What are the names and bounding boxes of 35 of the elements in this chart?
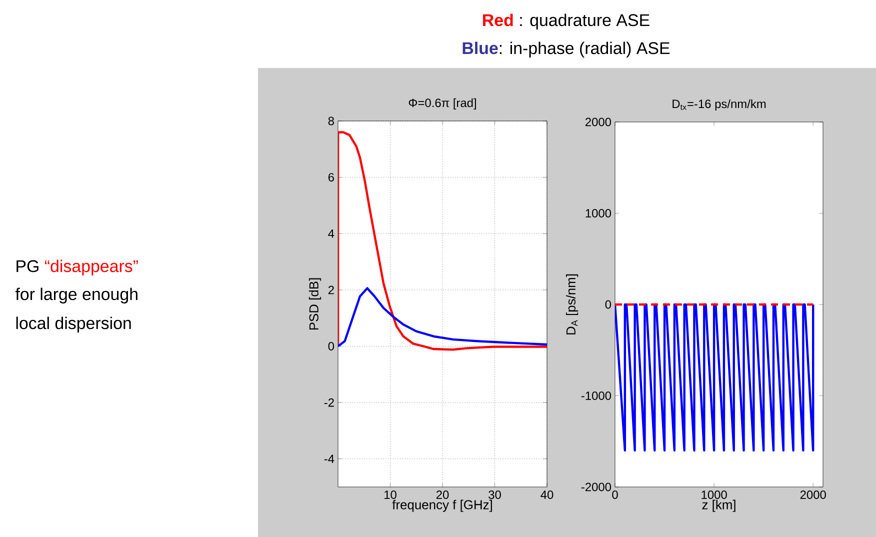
- text: PG: [16, 260, 38, 272]
- x-tick-label: 1000: [702, 490, 727, 499]
- y-tick-label: 0: [328, 342, 334, 350]
- x-axis-title: z [km]: [702, 500, 736, 512]
- y-tick-label: -2000: [581, 482, 612, 492]
- text: for large enough: [15, 288, 138, 304]
- text: Blue: [462, 42, 498, 54]
- y-axis-title: PSD [dB]: [308, 278, 322, 330]
- line-series: [338, 131, 548, 351]
- y-axis-title: D$_{A}$ [ps/nm]: [566, 274, 578, 334]
- chart-title: D$_{tx}$=-16 ps/nm/km: [672, 99, 766, 110]
- y-tick-label: 4: [328, 229, 334, 238]
- text: local dispersion: [16, 316, 131, 332]
- y-tick-label: -1000: [581, 392, 612, 400]
- x-tick-label: 40: [540, 490, 554, 499]
- text: Red: [483, 14, 513, 26]
- y-tick-label: -2: [324, 398, 334, 407]
- text: : quadrature ASE: [520, 14, 650, 30]
- y-tick-label: 6: [328, 173, 334, 182]
- line-series: [338, 287, 548, 348]
- y-tick-label: 0: [605, 300, 612, 309]
- chart-title: Φ=0.6π [rad]: [408, 98, 476, 110]
- x-tick-label: 20: [436, 490, 449, 499]
- text: : in-phase (radial) ASE: [500, 42, 670, 58]
- y-tick-label: 1000: [586, 209, 612, 218]
- x-tick-label: 10: [384, 490, 396, 499]
- x-tick-label: 2000: [800, 490, 826, 499]
- y-tick-label: 2000: [585, 118, 612, 126]
- y-tick-label: 2: [328, 286, 334, 294]
- y-tick-label: -4: [324, 454, 334, 463]
- y-tick-label: 8: [328, 116, 334, 126]
- x-axis-title: frequency f [GHz]: [392, 500, 492, 512]
- text: “disappears”: [45, 260, 138, 276]
- x-tick-label: 30: [488, 490, 501, 499]
- x-tick-label: 0: [612, 490, 618, 499]
